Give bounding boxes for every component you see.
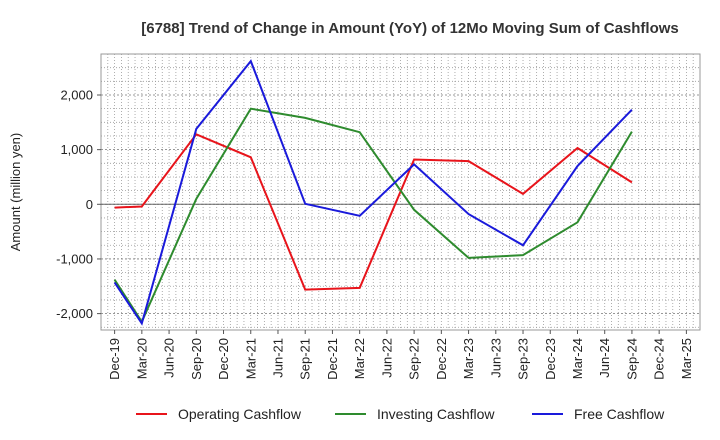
y-tick-label: -2,000	[56, 306, 93, 321]
x-tick-label: Jun-21	[270, 338, 285, 378]
x-tick-label: Sep-22	[407, 338, 422, 380]
y-tick-label: -1,000	[56, 251, 93, 266]
legend-label-free-cashflow: Free Cashflow	[574, 406, 665, 422]
x-tick-label: Mar-20	[134, 338, 149, 379]
y-axis-ticks: -2,000 -1,000 0 1,000 2,000	[56, 87, 101, 321]
x-tick-label: Mar-21	[243, 338, 258, 379]
x-tick-label: Jun-23	[488, 338, 503, 378]
legend-label-investing-cashflow: Investing Cashflow	[377, 406, 495, 422]
x-tick-label: Dec-22	[434, 338, 449, 380]
plot-area	[101, 54, 700, 330]
x-tick-label: Mar-23	[461, 338, 476, 379]
x-tick-label: Dec-21	[325, 338, 340, 380]
chart-title: [6788] Trend of Change in Amount (YoY) o…	[141, 20, 679, 37]
x-axis-ticks: Dec-19 Mar-20 Jun-20 Sep-20 Dec-20 Mar-21 Jun-…	[107, 330, 694, 380]
x-tick-label: Mar-22	[352, 338, 367, 379]
x-tick-label: Dec-19	[107, 338, 122, 380]
x-tick-label: Sep-24	[624, 338, 639, 380]
y-tick-label: 0	[86, 197, 93, 212]
x-tick-label: Mar-24	[570, 338, 585, 379]
legend-label-operating-cashflow: Operating Cashflow	[178, 406, 302, 422]
x-tick-label: Jun-24	[597, 338, 612, 378]
x-tick-label: Dec-23	[543, 338, 558, 380]
x-tick-label: Jun-22	[379, 338, 394, 378]
y-axis-label: Amount (million yen)	[8, 133, 23, 252]
x-tick-label: Dec-20	[216, 338, 231, 380]
y-tick-label: 1,000	[60, 142, 93, 157]
x-tick-label: Mar-25	[679, 338, 694, 379]
legend: Operating Cashflow Investing Cashflow Free…	[136, 406, 665, 422]
x-tick-label: Sep-21	[298, 338, 313, 380]
x-tick-label: Jun-20	[162, 338, 177, 378]
x-tick-label: Sep-23	[516, 338, 531, 380]
x-tick-label: Dec-24	[652, 338, 667, 380]
cashflow-chart: [6788] Trend of Change in Amount (YoY) o…	[0, 0, 720, 440]
x-tick-label: Sep-20	[189, 338, 204, 380]
y-tick-label: 2,000	[60, 87, 93, 102]
